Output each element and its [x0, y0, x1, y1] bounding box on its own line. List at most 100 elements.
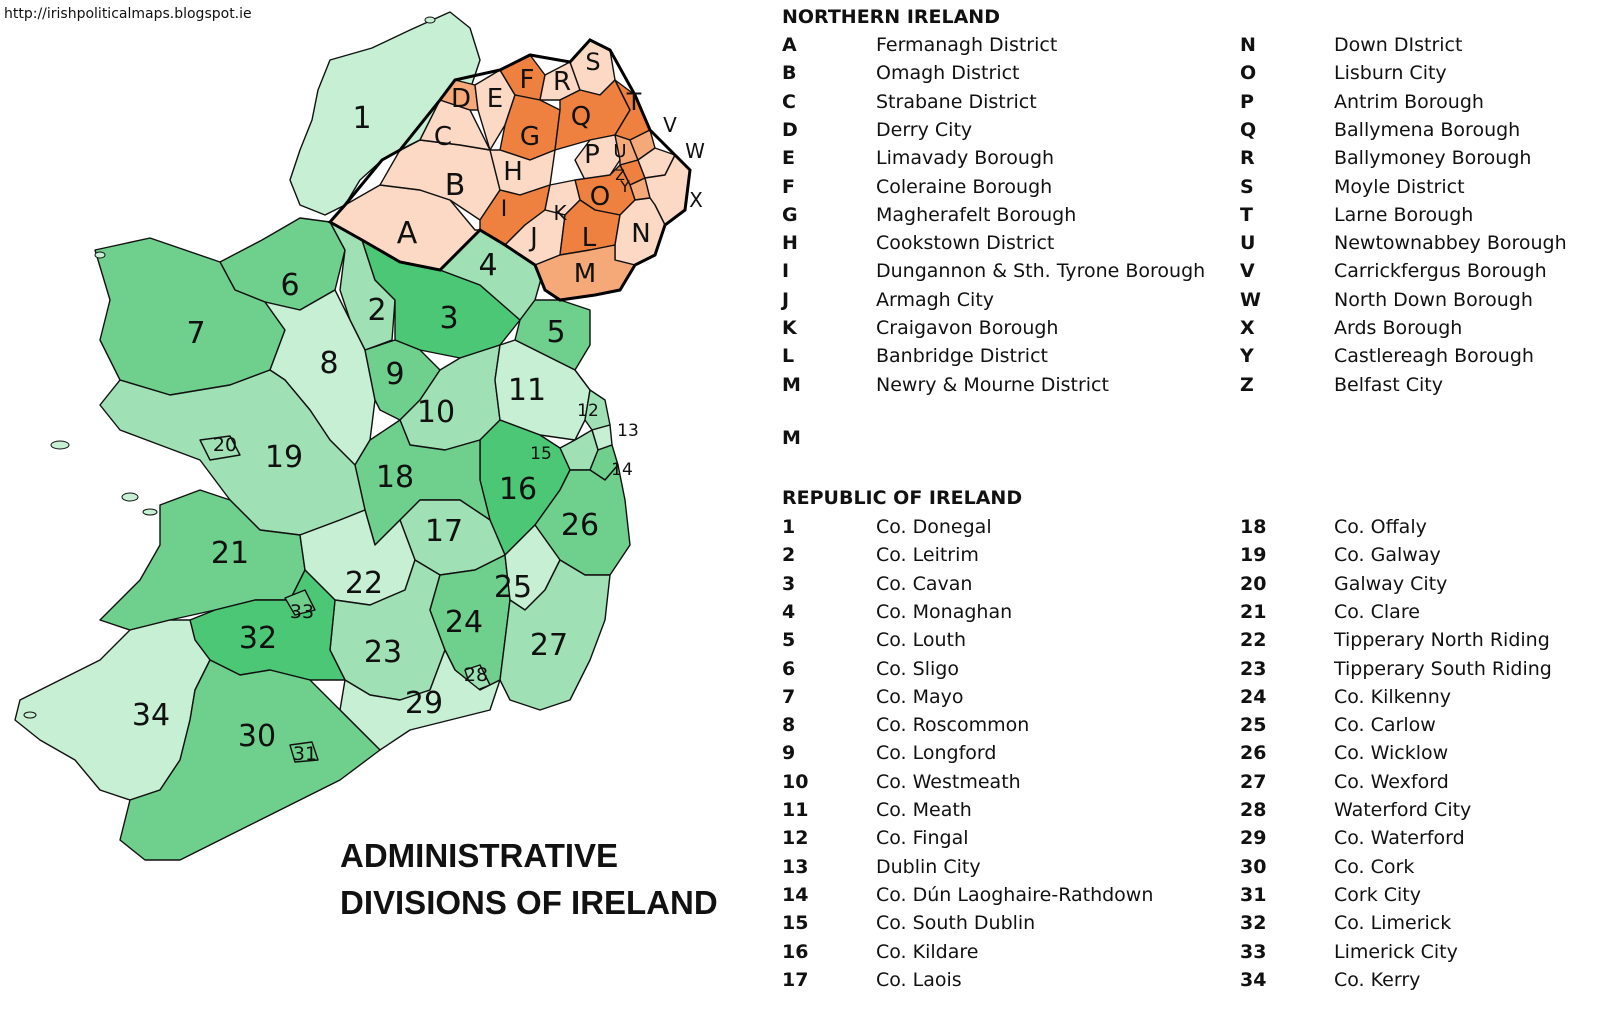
map-label-17: 17 [425, 514, 463, 549]
map-label-a: A [397, 216, 418, 251]
map-label-10: 10 [417, 395, 455, 430]
map-label-y: Y [619, 177, 630, 196]
legend-code: 20 [1240, 572, 1267, 595]
legend-name: Ards Borough [1334, 317, 1463, 339]
legend-code: 32 [1240, 912, 1267, 935]
legend-name: Limerick City [1334, 940, 1458, 963]
map-label-20: 20 [213, 434, 237, 456]
map-label-4: 4 [478, 248, 497, 283]
republic-of-ireland-heading: REPUBLIC OF IRELAND [782, 487, 1023, 509]
legend-code: 1 [782, 516, 796, 538]
legend-code: R [1240, 147, 1255, 170]
legend-name: Co. Mayo [876, 685, 964, 708]
legend-name: Tipperary North Riding [1334, 629, 1550, 652]
legend-name: Magherafelt Borough [876, 203, 1077, 226]
legend-code: L [782, 345, 795, 368]
legend-name: Cork City [1334, 883, 1421, 906]
map-label-14: 14 [611, 460, 633, 480]
legend-code: U [1240, 232, 1256, 255]
map-label-19: 19 [265, 440, 303, 475]
map-label-23: 23 [364, 635, 402, 670]
legend-code: 2 [782, 544, 796, 567]
map-title: ADMINISTRATIVE DIVISIONS OF IRELAND [340, 832, 760, 926]
legend-code: 22 [1240, 629, 1267, 652]
legend-code: J [782, 288, 790, 311]
ni-border [327, 38, 692, 302]
legend-code: 4 [782, 600, 796, 623]
map-title-line-1: ADMINISTRATIVE [340, 837, 619, 874]
legend-code: 25 [1240, 714, 1267, 737]
map-label-34: 34 [132, 698, 170, 733]
legend-code: E [782, 147, 795, 170]
map-label-e: E [487, 84, 503, 114]
legend-code: Q [1240, 118, 1257, 141]
map-label-k: K [553, 201, 567, 225]
legend-name: Cookstown District [876, 232, 1055, 255]
legend-name: Limavady Borough [876, 147, 1055, 170]
source-url: http://irishpoliticalmaps.blogspot.ie [4, 6, 252, 22]
map-label-31: 31 [293, 743, 317, 765]
legend-code: 27 [1240, 770, 1267, 793]
region-20-galway-city [199, 435, 241, 461]
legend-code: 17 [782, 968, 809, 991]
legend-name: Co. Galway [1334, 544, 1441, 567]
legend-code: Y [1240, 345, 1254, 368]
legend-name: Larne Borough [1334, 203, 1474, 226]
legend-name: Co. Louth [876, 629, 967, 652]
legend-name: Co. Clare [1334, 600, 1420, 623]
legend-name: Armagh City [876, 288, 995, 311]
legend-name: Co. Wexford [1334, 770, 1449, 793]
map-label-q: Q [571, 102, 591, 132]
legend-name: Co. Laois [876, 968, 962, 991]
legend-code: F [782, 175, 795, 198]
legend-name: Co. Meath [876, 799, 972, 821]
legend-name: Co. Sligo [876, 657, 959, 680]
legend-name: Down DIstrict [1334, 34, 1463, 56]
legend-code: 11 [782, 799, 809, 821]
map-label-9: 9 [385, 357, 404, 392]
legend-name: North Down Borough [1334, 288, 1533, 311]
map-label-5: 5 [546, 315, 565, 350]
legend-name: Ballymoney Borough [1334, 147, 1532, 170]
map-label-w: W [685, 139, 705, 163]
map-label-32: 32 [239, 621, 277, 656]
legend-name: Fermanagh District [876, 34, 1058, 56]
legend-name: Strabane District [876, 90, 1037, 113]
legend-code: 7 [782, 685, 796, 708]
map-label-p: P [584, 140, 600, 170]
legend-name: Co. Waterford [1334, 827, 1465, 850]
legend-code: 33 [1240, 940, 1267, 963]
legend-name: Co. Cavan [876, 572, 973, 595]
legend-name: Co. Leitrim [876, 544, 979, 567]
legend-code: 9 [782, 742, 796, 765]
legend-code: 8 [782, 714, 796, 737]
map-label-3: 3 [439, 301, 458, 336]
legend-name: Co. Westmeath [876, 770, 1021, 793]
legend-code: 14 [782, 883, 809, 906]
legend-code: D [782, 118, 798, 141]
legend-name: Co. Longford [876, 742, 997, 765]
map-label-s: S [585, 48, 600, 76]
legend-code: 15 [782, 912, 809, 935]
legend-name: Co. Kilkenny [1334, 685, 1451, 708]
legend-name: Ballymena Borough [1334, 118, 1521, 141]
legend-code: A [782, 34, 797, 56]
legend-code: V [1240, 260, 1255, 283]
map-label-2: 2 [367, 293, 386, 328]
map-label-o: O [590, 182, 610, 212]
map-label-v: V [663, 113, 677, 137]
legend-name: Co. Kerry [1334, 968, 1421, 991]
legend-name: Co. Roscommon [876, 714, 1030, 737]
map-label-22: 22 [345, 566, 383, 601]
legend-code: 19 [1240, 544, 1267, 567]
legend-code: H [782, 232, 798, 255]
map-label-g: G [520, 122, 540, 152]
map-labels: 1 2 3 4 5 6 7 8 9 10 11 12 13 14 15 16 1… [132, 48, 705, 765]
region-27-wexford [499, 559, 611, 711]
legend-name: Co. Cork [1334, 855, 1415, 878]
northern-ireland-heading: NORTHERN IRELAND [782, 6, 1000, 28]
map-label-h: H [503, 157, 523, 187]
legend-code: 28 [1240, 799, 1267, 821]
legend-code: N [1240, 34, 1256, 56]
legend-code: C [782, 90, 796, 113]
